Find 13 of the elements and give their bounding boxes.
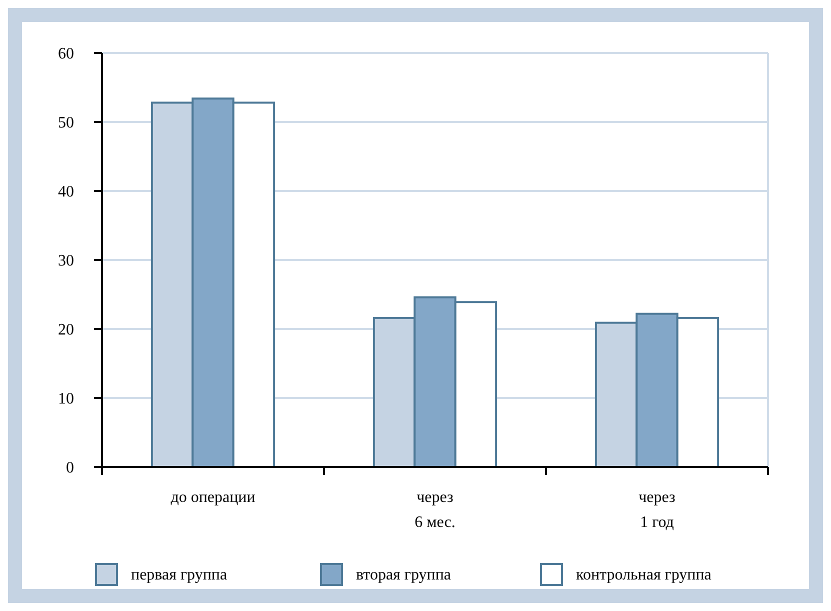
y-tick-label: 40	[58, 184, 74, 201]
x-tick-label: через 1 год	[638, 489, 676, 531]
y-tick-label: 50	[58, 114, 74, 132]
y-tick-label: 30	[58, 252, 74, 270]
y-tick-label: 0	[66, 460, 74, 477]
y-tick-label: 60	[58, 46, 74, 63]
legend-label: вторая группа	[356, 566, 451, 584]
legend-label: первая группа	[131, 566, 228, 584]
x-tick-label: до операции	[170, 489, 256, 506]
x-tick-label: через 6 мес.	[414, 489, 456, 531]
legend-label: контрольная группа	[576, 566, 712, 584]
y-tick-label: 20	[58, 322, 74, 339]
y-tick-label: 10	[58, 390, 74, 408]
